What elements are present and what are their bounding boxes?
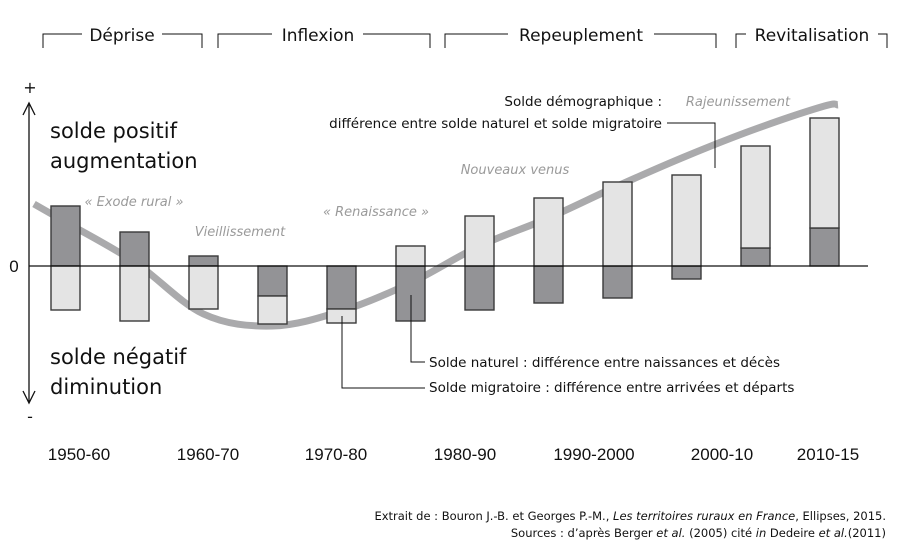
source-prefix: Extrait de : Bouron J.-B. et Georges P.-… — [374, 509, 613, 523]
bar-solde-migratoire — [809, 117, 840, 229]
bar-solde-migratoire — [257, 295, 288, 325]
source2-c: Dedeire — [766, 526, 818, 540]
y-axis-plus: + — [23, 78, 36, 97]
phase-bracket-deprise — [42, 33, 203, 48]
phase-label-deprise: Déprise — [89, 26, 154, 46]
annotation-renaissance: « Renaissance » — [323, 205, 429, 220]
x-tick-label: 1960-70 — [177, 445, 239, 464]
source2-etal-2: et al. — [819, 526, 848, 540]
source2-etal-1: et al. — [656, 526, 685, 540]
bar-solde-migratoire — [602, 181, 633, 267]
x-tick-labels: 1950-60 1960-70 1970-80 1980-90 1990-2000 200… — [48, 445, 859, 464]
x-tick-label: 1990-2000 — [553, 445, 634, 464]
phase-brackets — [42, 33, 888, 48]
positive-label-2: augmentation — [50, 149, 198, 173]
legend-demographique-desc: différence entre solde naturel et solde … — [329, 116, 662, 132]
source-suffix: , Ellipses, 2015. — [795, 509, 886, 523]
bar-solde-naturel — [809, 227, 840, 267]
annotation-exode-rural: « Exode rural » — [84, 195, 183, 210]
annotation-rajeunissement: Rajeunissement — [686, 95, 791, 110]
source2-b: (2005) cité — [685, 526, 755, 540]
x-tick-label: 1980-90 — [434, 445, 496, 464]
x-tick-label: 1970-80 — [305, 445, 367, 464]
bar-solde-naturel — [257, 265, 288, 297]
legend-migratoire: Solde migratoire : différence entre arri… — [429, 380, 794, 396]
source-line-1: Extrait de : Bouron J.-B. et Georges P.-… — [374, 509, 886, 523]
phase-bracket-inflexion — [217, 33, 431, 48]
phase-label-inflexion: Inflexion — [282, 26, 355, 46]
source-line-2: Sources : d’après Berger et al. (2005) c… — [511, 526, 886, 540]
y-axis-minus: - — [27, 407, 33, 426]
phase-label-revitalisation: Revitalisation — [755, 26, 870, 46]
bar-solde-migratoire — [671, 174, 702, 267]
bar-solde-naturel — [119, 231, 150, 267]
bar-solde-naturel — [188, 255, 219, 267]
bar-solde-migratoire — [119, 265, 150, 322]
bars-group — [50, 117, 840, 325]
phase-label-repeuplement: Repeuplement — [519, 26, 643, 46]
positive-label-1: solde positif — [50, 119, 178, 143]
bar-solde-naturel — [326, 265, 357, 310]
y-axis-arrow-up — [22, 101, 36, 116]
source2-in: in — [756, 526, 766, 540]
y-axis-arrow-down — [22, 390, 36, 405]
bar-solde-naturel — [464, 265, 495, 311]
bar-solde-naturel — [533, 265, 564, 304]
leader-line-naturel — [410, 295, 425, 363]
legend-naturel: Solde naturel : différence entre naissan… — [429, 355, 780, 371]
annotation-nouveaux-venus: Nouveaux venus — [461, 163, 570, 178]
source2-d: (2011) — [848, 526, 886, 540]
x-tick-label: 2010-15 — [797, 445, 859, 464]
bar-solde-naturel — [602, 265, 633, 299]
bar-solde-naturel — [50, 205, 81, 267]
phase-bracket-repeuplement — [444, 33, 717, 48]
leader-line-demographique — [667, 122, 716, 168]
bar-solde-naturel — [740, 247, 771, 267]
annotation-vieillissement: Vieillissement — [195, 225, 286, 240]
bar-solde-migratoire — [50, 265, 81, 311]
bar-solde-migratoire — [188, 265, 219, 310]
bar-solde-migratoire — [740, 145, 771, 249]
source2-a: Sources : d’après Berger — [511, 526, 656, 540]
x-tick-label: 2000-10 — [691, 445, 753, 464]
negative-label-2: diminution — [50, 375, 162, 399]
source-book-title: Les territoires ruraux en France — [613, 509, 795, 523]
negative-label-1: solde négatif — [50, 345, 187, 369]
leader-line-migratoire — [341, 316, 425, 389]
bar-solde-migratoire — [464, 215, 495, 267]
bar-solde-naturel — [671, 265, 702, 280]
bar-solde-migratoire — [533, 197, 564, 267]
phase-bracket-revitalisation — [735, 33, 888, 48]
legend-demographique-title: Solde démographique : — [504, 94, 662, 110]
y-zero-label: 0 — [9, 257, 18, 276]
bar-solde-migratoire — [395, 245, 426, 267]
x-tick-label: 1950-60 — [48, 445, 110, 464]
